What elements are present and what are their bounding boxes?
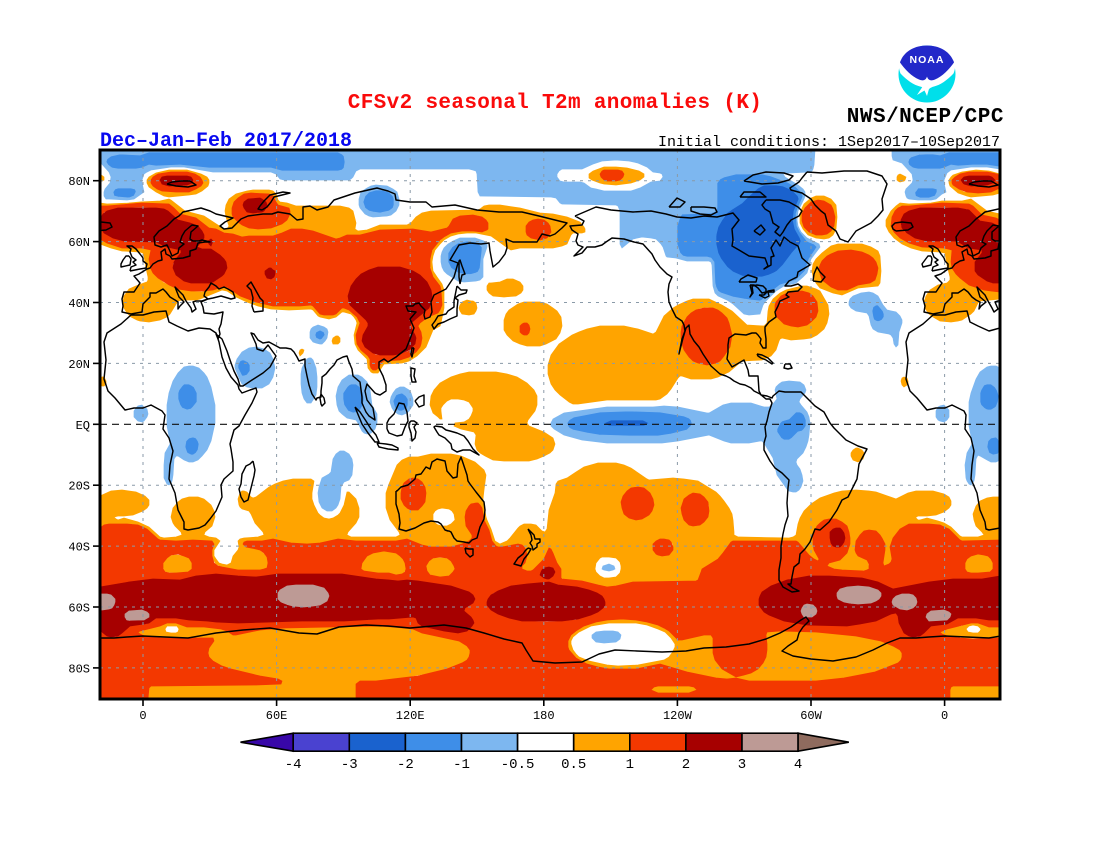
svg-text:NWS/NCEP/CPC: NWS/NCEP/CPC <box>847 106 1004 129</box>
svg-text:20N: 20N <box>68 358 90 372</box>
svg-text:3: 3 <box>738 757 746 773</box>
svg-text:60S: 60S <box>68 602 90 616</box>
svg-text:NOAA: NOAA <box>910 54 945 66</box>
svg-text:120W: 120W <box>663 709 693 723</box>
svg-text:60N: 60N <box>68 236 90 250</box>
svg-text:0: 0 <box>941 709 948 723</box>
svg-text:0: 0 <box>139 709 146 723</box>
svg-text:-3: -3 <box>341 757 358 773</box>
svg-text:1: 1 <box>626 757 634 773</box>
svg-text:80N: 80N <box>68 175 90 189</box>
svg-text:Initial conditions: 1Sep2017–1: Initial conditions: 1Sep2017–10Sep2017 <box>658 134 1000 151</box>
svg-text:60E: 60E <box>266 709 288 723</box>
svg-text:80S: 80S <box>68 662 90 676</box>
svg-text:60W: 60W <box>800 709 822 723</box>
svg-text:-4: -4 <box>285 757 302 773</box>
svg-text:4: 4 <box>794 757 802 773</box>
svg-text:EQ: EQ <box>76 419 90 433</box>
svg-text:-2: -2 <box>397 757 414 773</box>
svg-text:-0.5: -0.5 <box>501 757 535 773</box>
svg-text:-1: -1 <box>453 757 470 773</box>
svg-text:40S: 40S <box>68 541 90 555</box>
svg-text:180: 180 <box>533 709 555 723</box>
svg-text:CFSv2 seasonal T2m anomalies (: CFSv2 seasonal T2m anomalies (K) <box>348 92 762 115</box>
svg-text:2: 2 <box>682 757 690 773</box>
svg-text:40N: 40N <box>68 297 90 311</box>
svg-text:Dec–Jan–Feb 2017/2018: Dec–Jan–Feb 2017/2018 <box>100 130 352 153</box>
svg-text:120E: 120E <box>396 709 425 723</box>
svg-text:0.5: 0.5 <box>561 757 586 773</box>
svg-text:20S: 20S <box>68 480 90 494</box>
